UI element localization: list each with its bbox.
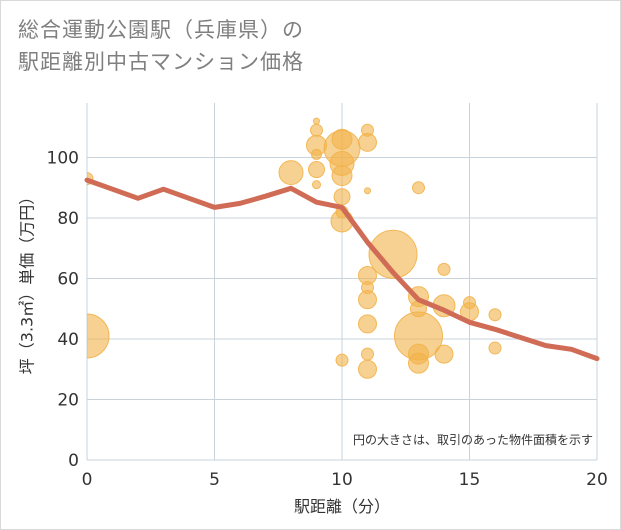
bubble — [333, 188, 351, 206]
bubble — [358, 359, 377, 379]
y-tick-label: 20 — [57, 390, 79, 410]
y-tick-label: 40 — [57, 330, 79, 350]
x-tick-label: 15 — [459, 470, 481, 490]
bubble — [412, 181, 425, 195]
y-tick-label: 60 — [57, 269, 79, 289]
x-tick-label: 20 — [586, 470, 608, 490]
bubble — [408, 352, 429, 374]
y-tick-label: 100 — [47, 148, 79, 168]
bubble — [313, 117, 320, 125]
y-tick-label: 80 — [57, 209, 79, 229]
trend-line — [84, 177, 600, 362]
bubble — [358, 314, 377, 334]
x-axis-title: 駅距離（分） — [294, 497, 390, 516]
bubble — [312, 180, 321, 190]
bubble — [87, 313, 110, 359]
bubble-size-note: 円の大きさは、取引のあった物件面積を示す — [353, 432, 593, 447]
x-tick-label: 5 — [209, 470, 220, 490]
y-axis-title: 坪（3.3㎡）単価（万円） — [18, 189, 37, 374]
bubble — [335, 353, 349, 367]
bubble — [488, 341, 502, 355]
bubble — [488, 308, 502, 322]
tick-labels: 0 5 10 15 20 0 20 40 60 80 100 — [47, 148, 608, 490]
bubble — [437, 262, 451, 276]
bubble — [308, 161, 325, 179]
bubble — [364, 187, 371, 195]
y-tick-label: 0 — [68, 451, 79, 471]
bubble — [361, 347, 374, 361]
bubble — [331, 165, 353, 187]
x-tick-label: 10 — [331, 470, 353, 490]
bubble — [358, 132, 377, 152]
bubble — [358, 290, 377, 310]
x-tick-label: 0 — [82, 470, 93, 490]
bubble — [311, 148, 322, 160]
bubble — [368, 229, 418, 279]
bubble — [434, 344, 454, 364]
bubble — [278, 160, 304, 186]
chart-title: 総合運動公園駅（兵庫県）の 駅距離別中古マンション価格 — [18, 18, 304, 74]
bubble — [310, 123, 323, 137]
